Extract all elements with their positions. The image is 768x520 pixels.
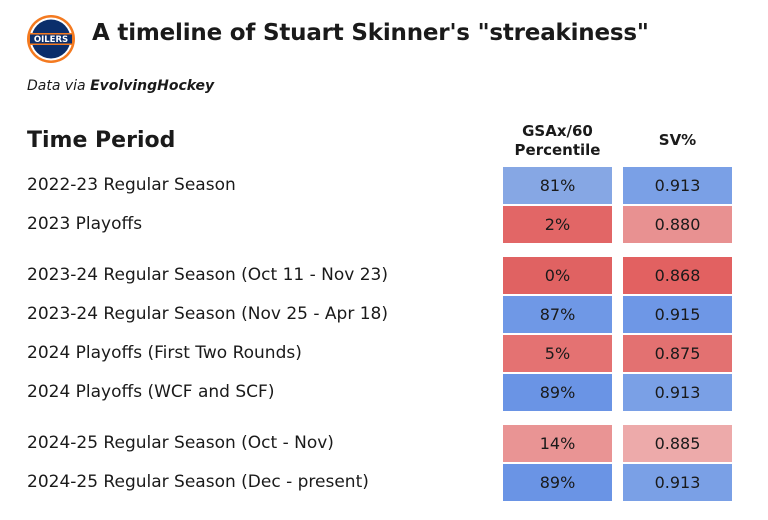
column-header-gsax: GSAx/60 Percentile — [514, 122, 601, 159]
row-label-period: 2023-24 Regular Season (Oct 11 - Nov 23) — [27, 265, 388, 285]
row-label-period: 2024 Playoffs (First Two Rounds) — [27, 343, 302, 363]
row-label-period: 2024-25 Regular Season (Dec - present) — [27, 472, 369, 492]
cell-gsax-percentile: 89% — [503, 464, 612, 501]
row-label-period: 2023 Playoffs — [27, 214, 143, 234]
cell-gsax-percentile: 87% — [503, 296, 612, 333]
cell-gsax-percentile: 89% — [503, 374, 612, 411]
cell-gsax-percentile: 2% — [503, 206, 612, 243]
cell-save-percentage: 0.913 — [623, 464, 732, 501]
row-header-time-period: Time Period — [27, 128, 176, 153]
row-label-period: 2024 Playoffs (WCF and SCF) — [27, 382, 275, 402]
row-label-period: 2022-23 Regular Season — [27, 175, 236, 195]
cell-save-percentage: 0.868 — [623, 257, 732, 294]
data-source: EvolvingHockey — [90, 78, 215, 94]
cell-gsax-percentile: 14% — [503, 425, 612, 462]
cell-save-percentage: 0.915 — [623, 296, 732, 333]
column-header-sv: SV% — [658, 131, 697, 149]
cell-gsax-percentile: 5% — [503, 335, 612, 372]
row-label-period: 2024-25 Regular Season (Oct - Nov) — [27, 433, 334, 453]
logo-text: OILERS — [34, 35, 68, 45]
cell-gsax-percentile: 81% — [503, 167, 612, 204]
chart-title: A timeline of Stuart Skinner's "streakin… — [92, 20, 649, 46]
cell-save-percentage: 0.913 — [623, 374, 732, 411]
chart-subtitle: Data via EvolvingHockey — [27, 78, 214, 94]
cell-save-percentage: 0.885 — [623, 425, 732, 462]
cell-gsax-percentile: 0% — [503, 257, 612, 294]
row-label-period: 2023-24 Regular Season (Nov 25 - Apr 18) — [27, 304, 389, 324]
subtitle-prefix: Data via — [27, 78, 91, 94]
cell-save-percentage: 0.913 — [623, 167, 732, 204]
cell-save-percentage: 0.875 — [623, 335, 732, 372]
oilers-logo-icon: OILERS — [27, 15, 75, 63]
cell-save-percentage: 0.880 — [623, 206, 732, 243]
